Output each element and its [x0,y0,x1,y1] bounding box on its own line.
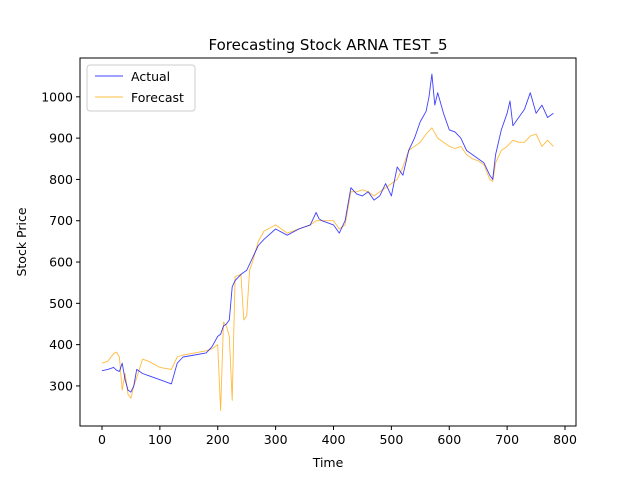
y-tick-label: 600 [49,255,73,270]
x-tick-label: 200 [206,432,230,447]
plot-frame [79,57,577,427]
series-layer [101,73,554,412]
legend: Actual Forecast [86,64,196,112]
y-tick-label: 800 [49,172,73,187]
y-tick-label: 1000 [41,89,73,104]
y-axis: 300 400 500 600 700 800 900 1000 [41,89,80,393]
y-tick-label: 700 [49,213,73,228]
x-tick-label: 800 [553,432,577,447]
y-axis-label: Stock Price [14,207,29,276]
x-tick-label: 500 [379,432,403,447]
legend-label-actual: Actual [131,69,170,84]
y-tick-label: 300 [49,378,73,393]
series-line-actual [101,73,554,393]
y-tick-label: 400 [49,337,73,352]
y-tick-label: 500 [49,296,73,311]
x-axis: 0 100 200 300 400 500 600 700 800 [98,426,577,447]
y-tick-label: 900 [49,131,73,146]
x-tick-label: 700 [495,432,519,447]
x-tick-label: 0 [98,432,106,447]
x-tick-label: 100 [148,432,172,447]
x-tick-label: 600 [437,432,461,447]
x-tick-label: 300 [264,432,288,447]
legend-label-forecast: Forecast [131,90,184,105]
x-axis-label: Time [312,455,344,470]
chart-title: Forecasting Stock ARNA TEST_5 [208,36,447,55]
x-tick-label: 400 [322,432,346,447]
